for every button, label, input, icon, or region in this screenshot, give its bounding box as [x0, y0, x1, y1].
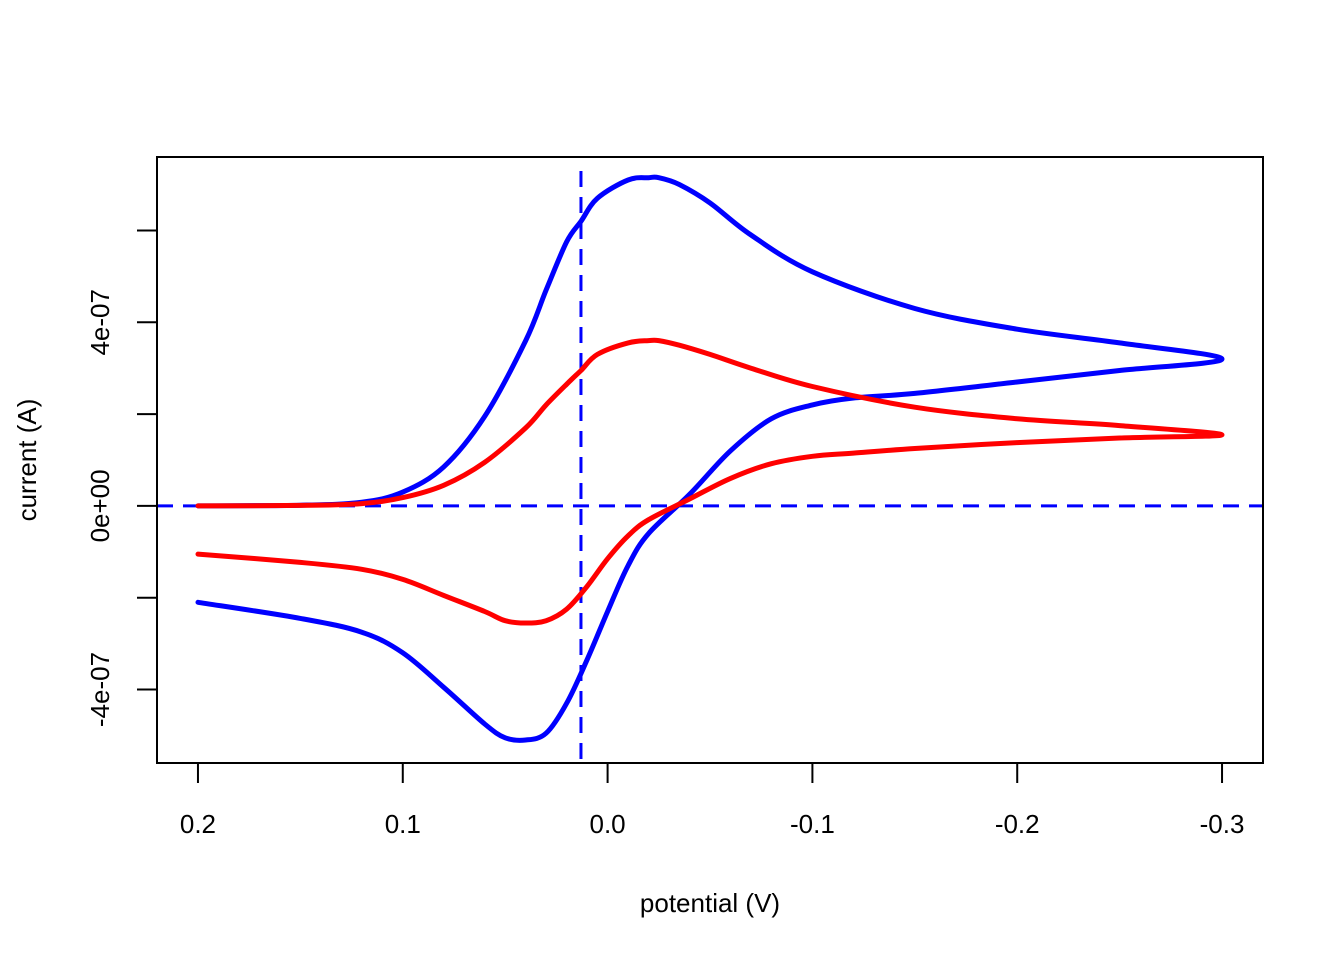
- y-tick-label: -4e-07: [85, 652, 115, 727]
- y-tick-label: 0e+00: [85, 469, 115, 542]
- y-tick-label: 4e-07: [85, 289, 115, 356]
- reference-lines: [157, 171, 1263, 763]
- series-group: [195, 174, 1225, 743]
- series-line-1: [195, 174, 1225, 743]
- x-tick-label: -0.2: [995, 809, 1040, 839]
- series-line-2: [195, 337, 1225, 626]
- y-axis: -4e-07 0e+00 4e-07: [85, 229, 157, 727]
- x-axis: 0.2 0.1 0.0 -0.1 -0.2 -0.3: [180, 762, 1245, 839]
- x-tick-label: 0.2: [180, 809, 216, 839]
- y-axis-title: current (A): [12, 399, 42, 522]
- x-tick-label: -0.3: [1200, 809, 1245, 839]
- x-tick-label: 0.1: [385, 809, 421, 839]
- x-tick-label: -0.1: [790, 809, 835, 839]
- x-tick-label: 0.0: [590, 809, 626, 839]
- plot-frame: [156, 156, 1264, 764]
- x-axis-title: potential (V): [640, 888, 780, 918]
